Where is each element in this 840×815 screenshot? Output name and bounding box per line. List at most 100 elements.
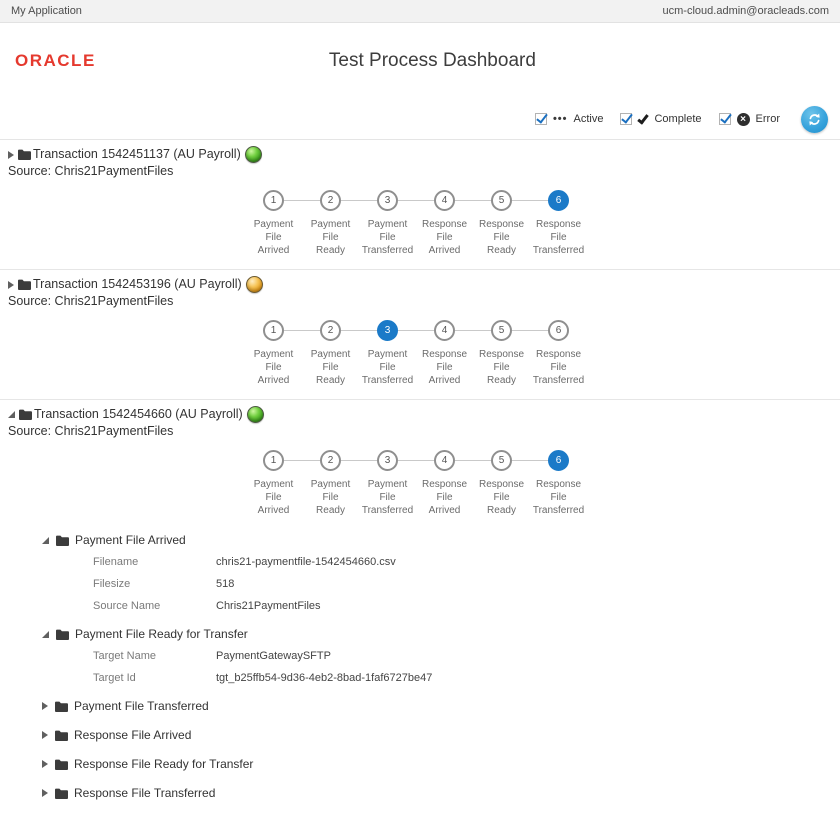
filter-complete[interactable]: Complete: [620, 111, 702, 126]
field-value: chris21-paymentfile-1542454660.csv: [216, 556, 396, 568]
expand-toggle-icon[interactable]: [8, 280, 14, 289]
expand-toggle-icon[interactable]: [42, 731, 48, 739]
step-label-line2: Ready: [487, 375, 516, 386]
detail-section-header[interactable]: Response File Ready for Transfer: [42, 757, 840, 771]
step-label-line1: Response File: [478, 479, 525, 503]
transaction-header: Transaction 1542451137 (AU Payroll): [8, 146, 840, 163]
detail-section-label: Payment File Arrived: [75, 533, 186, 547]
transaction-title: Transaction 1542451137 (AU Payroll): [33, 147, 241, 161]
collapse-toggle-icon[interactable]: [8, 411, 15, 418]
complete-checkbox[interactable]: [620, 113, 633, 125]
detail-section-header[interactable]: Response File Arrived: [42, 728, 840, 742]
step-1-dot[interactable]: 1: [263, 320, 284, 341]
step-5-label: Response File Ready: [473, 218, 530, 257]
progress-stepper: 1 Payment File Arrived 2 Payment File Ready 3 P…: [245, 190, 840, 257]
progress-stepper: 1 Payment File Arrived 2 Payment File Ready 3 P…: [245, 320, 840, 387]
field-name: Target Name: [93, 650, 156, 662]
step-label-line2: Transferred: [532, 505, 585, 516]
folder-icon: [55, 730, 68, 741]
step-label-line1: Response File: [535, 349, 582, 373]
step-1-label: Payment File Arrived: [245, 218, 302, 257]
step-3-dot[interactable]: 3: [377, 450, 398, 471]
oracle-logo: ORACLE: [15, 51, 96, 70]
step-label-line2: Arrived: [428, 245, 461, 256]
step-3-dot[interactable]: 3: [377, 320, 398, 341]
field-row: Source Name Chris21PaymentFiles: [93, 600, 840, 612]
step-label-line2: Arrived: [257, 505, 290, 516]
step-5: 5 Response File Ready: [455, 450, 530, 517]
transaction-source: Source: Chris21PaymentFiles: [8, 424, 174, 438]
expand-toggle-icon[interactable]: [8, 150, 14, 159]
detail-section-header[interactable]: Response File Transferred: [42, 786, 840, 800]
complete-label: Complete: [654, 113, 702, 125]
step-5-label: Response File Ready: [473, 348, 530, 387]
step-4-dot[interactable]: 4: [434, 320, 455, 341]
transaction-list: Transaction 1542451137 (AU Payroll) Sourc…: [0, 140, 840, 815]
detail-fields: Target Name PaymentGatewaySFTP Target Id tg…: [93, 650, 840, 684]
error-label: Error: [755, 113, 780, 125]
step-5-dot[interactable]: 5: [491, 450, 512, 471]
step-4-dot[interactable]: 4: [434, 450, 455, 471]
refresh-icon: [809, 113, 820, 125]
transaction-source: Source: Chris21PaymentFiles: [8, 164, 174, 178]
step-1: 1 Payment File Arrived: [245, 190, 302, 257]
field-row: Target Name PaymentGatewaySFTP: [93, 650, 840, 662]
step-1-dot[interactable]: 1: [263, 190, 284, 211]
step-label-line1: Response File: [421, 219, 468, 243]
step-6-dot[interactable]: 6: [548, 450, 569, 471]
step-3-label: Payment File Transferred: [359, 218, 416, 257]
collapse-toggle-icon[interactable]: [42, 630, 49, 638]
expand-toggle-icon[interactable]: [42, 789, 48, 797]
step-6-dot[interactable]: 6: [548, 190, 569, 211]
step-3-dot[interactable]: 3: [377, 190, 398, 211]
field-name: Target Id: [93, 672, 136, 684]
field-value: 518: [216, 578, 235, 590]
step-label-line1: Payment File: [310, 349, 351, 373]
transaction-details: Payment File Arrived Filename chris21-paym…: [42, 533, 840, 800]
step-5-label: Response File Ready: [473, 478, 530, 517]
step-label-line2: Transferred: [361, 375, 414, 386]
step-4-label: Response File Arrived: [416, 478, 473, 517]
folder-icon: [56, 629, 69, 640]
step-1: 1 Payment File Arrived: [245, 320, 302, 387]
folder-icon: [55, 701, 68, 712]
step-5-dot[interactable]: 5: [491, 320, 512, 341]
step-label-line1: Response File: [535, 479, 582, 503]
filter-active[interactable]: ••• Active: [534, 113, 603, 125]
expand-toggle-icon[interactable]: [42, 702, 48, 710]
filter-error[interactable]: × Error: [718, 112, 780, 126]
step-label-line1: Response File: [421, 349, 468, 373]
error-checkbox[interactable]: [718, 113, 731, 125]
field-row: Target Id tgt_b25ffb54-9d36-4eb2-8bad-1fa…: [93, 672, 840, 684]
step-label-line1: Response File: [478, 219, 525, 243]
detail-section-header[interactable]: Payment File Ready for Transfer: [42, 627, 840, 641]
step-label-line1: Payment File: [310, 219, 351, 243]
detail-section-header[interactable]: Payment File Transferred: [42, 699, 840, 713]
step-6-label: Response File Transferred: [530, 478, 587, 517]
step-6-dot[interactable]: 6: [548, 320, 569, 341]
refresh-button[interactable]: [801, 105, 828, 133]
status-yellow-icon: [245, 276, 263, 293]
detail-section: Payment File Arrived Filename chris21-paym…: [42, 533, 840, 612]
step-4: 4 Response File Arrived: [398, 190, 473, 257]
step-2-label: Payment File Ready: [302, 478, 359, 517]
detail-section-header[interactable]: Payment File Arrived: [42, 533, 840, 547]
transaction-header: Transaction 1542454660 (AU Payroll): [8, 406, 840, 423]
field-value: Chris21PaymentFiles: [216, 600, 321, 612]
active-checkbox[interactable]: [534, 113, 547, 125]
expand-toggle-icon[interactable]: [42, 760, 48, 768]
step-2-dot[interactable]: 2: [320, 450, 341, 471]
detail-section-label: Response File Ready for Transfer: [74, 757, 254, 771]
step-4-dot[interactable]: 4: [434, 190, 455, 211]
step-4-label: Response File Arrived: [416, 348, 473, 387]
step-4: 4 Response File Arrived: [398, 320, 473, 387]
step-5: 5 Response File Ready: [455, 190, 530, 257]
top-bar: My Application ucm-cloud.admin@oracleads…: [0, 0, 840, 23]
step-2-dot[interactable]: 2: [320, 320, 341, 341]
user-email[interactable]: ucm-cloud.admin@oracleads.com: [662, 5, 829, 17]
step-2-dot[interactable]: 2: [320, 190, 341, 211]
collapse-toggle-icon[interactable]: [42, 536, 49, 544]
step-5-dot[interactable]: 5: [491, 190, 512, 211]
step-1-dot[interactable]: 1: [263, 450, 284, 471]
step-label-line2: Ready: [316, 245, 345, 256]
